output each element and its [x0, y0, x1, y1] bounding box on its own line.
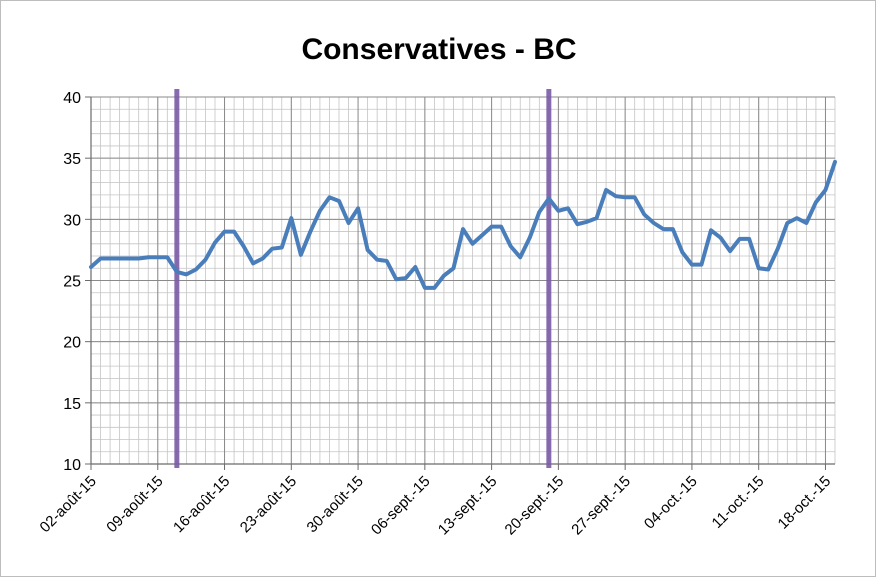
- y-tick-label: 20: [63, 335, 81, 352]
- x-tick-label: 16-août-15: [170, 473, 233, 536]
- x-tick-label: 23-août-15: [237, 473, 300, 536]
- y-axis-ticks: 10 15 20 25 30 35 40: [63, 90, 91, 474]
- x-tick-label: 09-août-15: [103, 473, 166, 536]
- vertical-markers: [174, 89, 552, 468]
- x-tick-label: 27-sept.-15: [568, 473, 634, 539]
- x-tick-label: 18-oct.-15: [775, 473, 835, 533]
- y-tick-label: 15: [63, 396, 81, 413]
- x-tick-label: 20-sept.-15: [502, 473, 568, 539]
- y-tick-label: 25: [63, 274, 81, 291]
- x-tick-label: 06-sept.-15: [368, 473, 434, 539]
- chart-title: Conservatives - BC: [301, 33, 576, 66]
- x-tick-label: 02-août-15: [36, 473, 99, 536]
- y-tick-label: 40: [63, 90, 81, 107]
- y-tick-label: 10: [63, 457, 81, 474]
- y-tick-label: 30: [63, 212, 81, 229]
- x-tick-label: 11-oct.-15: [709, 473, 768, 532]
- x-axis-ticks: 02-août-15 09-août-15 16-août-15 23-août-15…: [36, 464, 834, 538]
- x-tick-label: 04-oct.-15: [641, 473, 701, 533]
- x-tick-label: 13-sept.-15: [435, 473, 501, 539]
- series-group: [89, 159, 837, 290]
- y-tick-label: 35: [63, 151, 81, 168]
- x-tick-label: 30-août-15: [304, 473, 367, 536]
- series-line: [89, 159, 837, 290]
